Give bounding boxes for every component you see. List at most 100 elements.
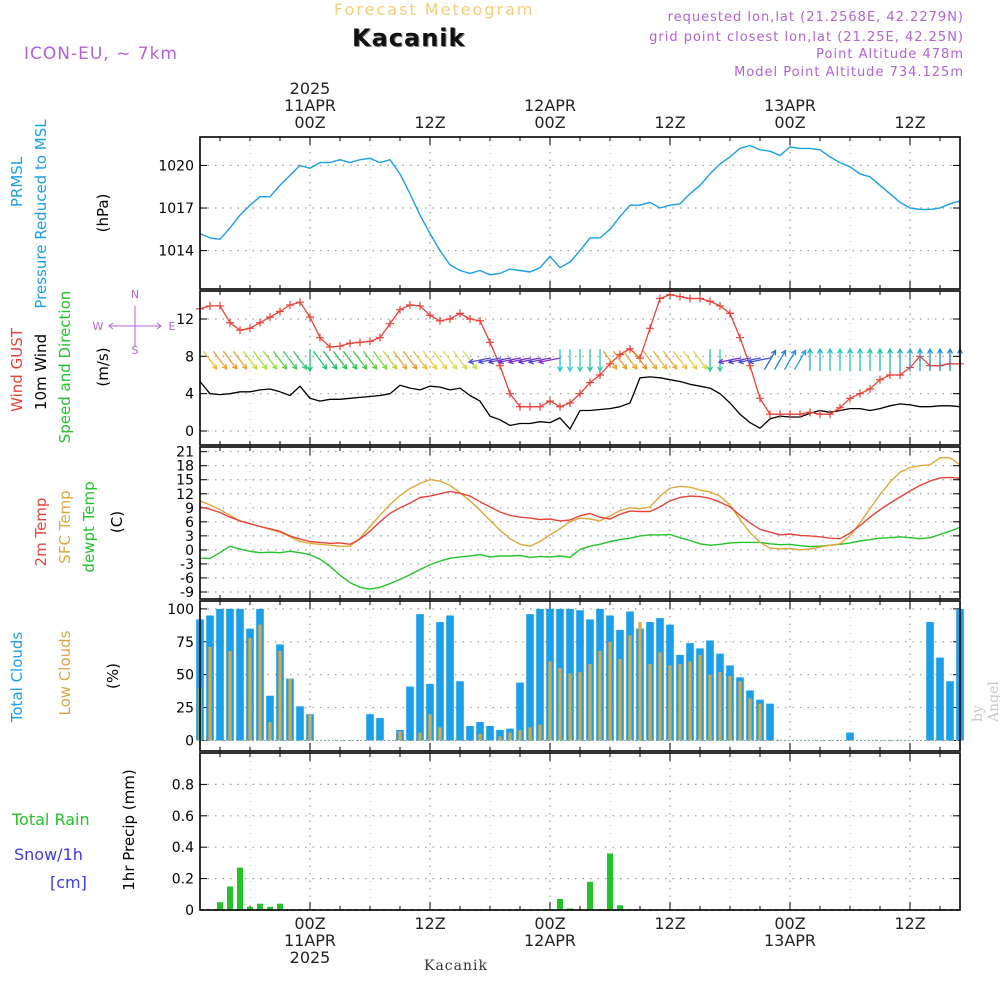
temperature-ytick-label: 0	[185, 543, 194, 559]
precip-unit: 1hr Precip (mm)	[120, 769, 138, 890]
wind-arrow-shaft	[632, 350, 648, 370]
low-cloud-bar	[678, 664, 682, 741]
gust-marker	[676, 292, 684, 301]
wind-direction-arrow	[707, 349, 713, 373]
wind-arrow-shaft	[488, 357, 512, 363]
low-cloud-bar	[698, 654, 702, 741]
rain-bar	[617, 905, 623, 910]
low-cloud-bar	[628, 635, 632, 741]
sfc-temp-label: SFC Temp	[56, 490, 74, 563]
wind-direction-arrow	[642, 350, 658, 370]
wind-arrow-head	[391, 363, 398, 370]
wind-arrow-shaft	[622, 350, 638, 370]
wind-direction-arrow	[372, 350, 388, 370]
wind-arrow-head	[411, 363, 418, 370]
bottom-time-label: 00Z	[534, 914, 565, 933]
wind-arrow-shaft	[232, 350, 248, 370]
wind-direction-arrow	[907, 347, 913, 372]
bottom-time-label: 12APR	[524, 931, 576, 950]
wind-arrow-head	[770, 349, 777, 356]
wind-direction-arrow	[877, 347, 883, 372]
wind-arrow-shaft	[422, 350, 438, 370]
wind-arrow-head	[827, 347, 833, 354]
wind-direction-arrow	[242, 350, 258, 370]
gust-marker	[206, 301, 214, 310]
wind-arrow-head	[567, 366, 573, 373]
gust-marker	[516, 402, 524, 411]
top-time-label: 00Z	[774, 113, 805, 132]
wind-arrow-shaft	[222, 350, 238, 370]
gust-marker	[696, 294, 704, 303]
requested-coords: requested lon,lat (21.2568E, 42.2279N)	[667, 10, 964, 25]
wind-arrow-shaft	[292, 350, 308, 370]
total-cloud-bar	[926, 622, 934, 741]
wind-arrow-head	[897, 347, 903, 354]
rain-bar	[237, 867, 243, 910]
wind-arrow-head	[431, 363, 438, 370]
total-cloud-bar	[236, 608, 244, 741]
gust-marker	[816, 410, 824, 419]
wind-arrow-head	[747, 358, 754, 365]
total-cloud-bar	[936, 657, 944, 741]
wind-arrow-shaft	[468, 357, 492, 363]
pressure-ytick-label: 1014	[158, 244, 194, 260]
rain-bar	[247, 906, 253, 910]
gust-marker	[656, 294, 664, 303]
wind-arrow-head	[211, 363, 218, 370]
low-cloud-bar	[278, 651, 282, 741]
wind-arrow-shaft	[612, 350, 628, 370]
wind-direction-arrow	[487, 357, 512, 365]
wind-arrow-head	[651, 363, 658, 370]
low-cloud-bar	[258, 624, 262, 741]
gust-marker	[826, 410, 834, 419]
gust-marker	[616, 350, 624, 359]
low-cloud-bar	[398, 731, 402, 741]
gust-marker	[766, 410, 774, 419]
wind-arrow-head	[937, 347, 943, 354]
wind-arrow-shaft	[332, 350, 348, 370]
wind-arrow-shaft	[382, 350, 398, 370]
gust-marker	[686, 294, 694, 303]
pressure-frame	[199, 136, 961, 290]
wind-arrow-head	[451, 363, 458, 370]
total-cloud-bar	[466, 726, 474, 741]
top-time-label: 13APR	[764, 96, 816, 115]
wind-direction-arrow	[452, 350, 468, 370]
gust-marker	[256, 318, 264, 327]
wind-arrow-head	[631, 363, 638, 370]
wind-arrow-shaft	[672, 350, 688, 370]
low-cloud-bar	[288, 678, 292, 741]
bottom-time-label: 12Z	[894, 914, 925, 933]
temperature-ytick-label: -9	[180, 585, 194, 601]
wind-arrow-head	[947, 347, 953, 354]
wind-arrow-head	[351, 363, 358, 370]
rain-bar	[587, 881, 593, 910]
gust-marker	[266, 313, 274, 322]
wind-arrow-shaft	[793, 350, 807, 370]
gust-marker	[846, 394, 854, 403]
total-clouds-label: Total Clouds	[8, 632, 26, 724]
wind-direction-arrow	[937, 347, 943, 372]
rain-bar	[277, 903, 283, 910]
wind-direction-arrow	[807, 347, 813, 372]
wind-arrow-shaft	[528, 357, 552, 363]
wind-arrow-head	[291, 363, 298, 370]
low-cloud-bar	[748, 698, 752, 741]
wind-arrow-shaft	[432, 350, 448, 370]
wind-arrow-head	[421, 363, 428, 370]
wind-arrow-head	[597, 366, 603, 373]
wind-arrow-shaft	[402, 350, 418, 370]
low-cloud-bar	[548, 661, 552, 741]
wind-arrow-shaft	[282, 350, 298, 370]
wind-ytick-label: 4	[185, 387, 194, 403]
total-cloud-bar	[426, 683, 434, 741]
gust-marker	[836, 403, 844, 412]
watermark: by Angel	[970, 681, 1000, 722]
wind-arrow-head	[907, 347, 913, 354]
gust-marker	[246, 324, 254, 333]
temperature-ytick-label: 6	[185, 515, 194, 531]
wind-direction-arrow	[202, 350, 218, 370]
wind-arrow-shaft	[242, 350, 258, 370]
total-cloud-bar	[266, 695, 274, 741]
gust-marker	[896, 371, 904, 379]
